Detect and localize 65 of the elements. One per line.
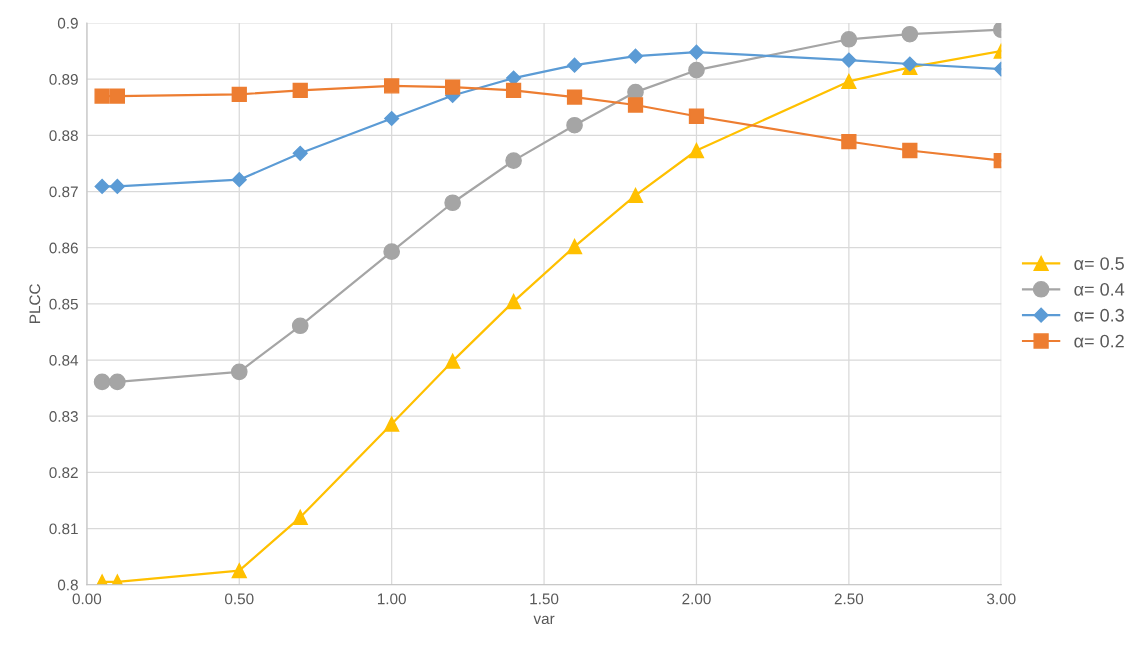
y-tick-label: 0.85 (49, 298, 78, 310)
y-tick-label: 0.9 (57, 17, 78, 29)
point (627, 48, 644, 64)
x-tick-label: 2.50 (834, 593, 864, 605)
point (383, 243, 401, 260)
legend-label: α= 0.4 (1074, 282, 1125, 296)
point (566, 57, 583, 73)
y-tick-label: 0.88 (49, 130, 78, 142)
y-axis-title: PLCC (29, 284, 41, 323)
x-tick-label: 1.50 (530, 593, 559, 605)
y-tick-label: 0.86 (49, 242, 78, 254)
y-tick-label: 0.8 (57, 579, 78, 591)
y-tick-label: 0.82 (49, 467, 78, 479)
x-tick-label: 1.00 (377, 593, 406, 605)
point (231, 172, 247, 188)
point (688, 61, 705, 79)
point (94, 88, 110, 104)
legend-label: α= 0.3 (1074, 308, 1124, 322)
y-tick-label: 0.84 (49, 354, 79, 366)
y-tick-label: 0.87 (49, 186, 78, 198)
point (841, 133, 857, 150)
point (566, 89, 583, 105)
point (688, 108, 705, 124)
point (109, 88, 125, 104)
point (505, 152, 522, 169)
legend-label: α= 0.5 (1074, 257, 1124, 270)
y-tick-label: 0.89 (49, 74, 78, 85)
point (231, 86, 247, 102)
point (505, 82, 522, 99)
point (566, 238, 583, 255)
x-tick-label: 3.00 (986, 593, 1016, 605)
point (292, 82, 308, 99)
point (93, 373, 111, 391)
point (841, 52, 857, 68)
point (291, 317, 309, 335)
point (901, 25, 919, 43)
point (841, 73, 857, 90)
point (688, 44, 705, 60)
point (505, 293, 522, 310)
point (688, 142, 705, 159)
point (627, 97, 644, 113)
point (627, 187, 644, 204)
point (230, 363, 248, 381)
x-tick-label: 0.00 (72, 593, 102, 605)
point (902, 142, 918, 159)
point (444, 353, 461, 369)
point (384, 78, 400, 94)
point (109, 373, 126, 391)
point (292, 509, 308, 525)
point (109, 178, 125, 195)
point (292, 145, 308, 161)
point (94, 178, 110, 195)
y-tick-label: 0.83 (49, 411, 78, 422)
x-tick-label: 2.00 (682, 593, 711, 605)
y-tick-label: 0.81 (49, 523, 78, 535)
point (384, 416, 400, 432)
x-axis-title: var (533, 615, 555, 625)
point (444, 194, 461, 212)
point (444, 79, 461, 95)
legend-label: α= 0.2 (1074, 334, 1124, 348)
point (566, 116, 583, 134)
point (231, 563, 247, 579)
point (840, 30, 858, 48)
x-tick-label: 0.50 (225, 593, 254, 605)
point (384, 110, 400, 127)
